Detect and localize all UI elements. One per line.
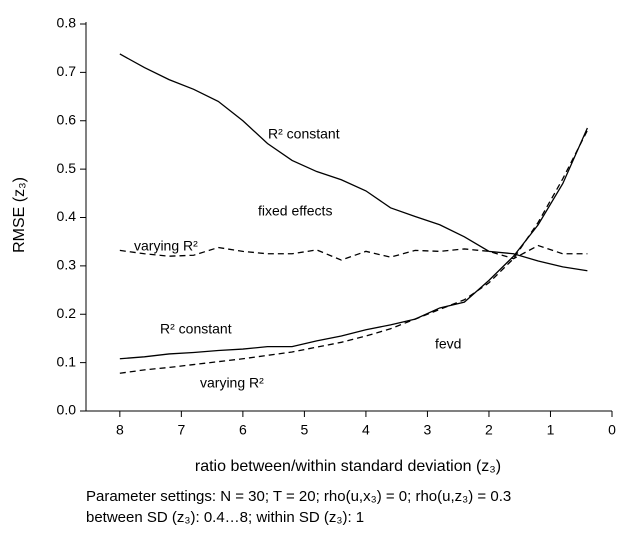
x-tick-label: 8 — [116, 422, 124, 438]
x-tick-label: 7 — [177, 422, 185, 438]
y-axis-label: RMSE (z₃) — [11, 177, 28, 253]
y-tick-label: 0.7 — [57, 63, 77, 79]
annotation: varying R² — [134, 238, 198, 254]
y-tick-label: 0.0 — [57, 402, 77, 418]
x-tick-label: 3 — [424, 422, 432, 438]
y-tick-label: 0.5 — [57, 160, 77, 176]
x-tick-label: 0 — [608, 422, 616, 438]
caption: Parameter settings: N = 30; T = 20; rho(… — [86, 488, 511, 505]
x-tick-label: 5 — [300, 422, 308, 438]
y-tick-label: 0.4 — [57, 208, 77, 224]
y-tick-label: 0.8 — [57, 15, 77, 31]
annotation: varying R² — [200, 375, 264, 391]
annotation: fixed effects — [258, 203, 332, 219]
line-series — [119, 53, 588, 272]
y-tick-label: 0.6 — [57, 111, 77, 127]
annotation: R² constant — [160, 321, 232, 337]
x-tick-label: 2 — [485, 422, 493, 438]
x-axis-label: ratio between/within standard deviation … — [195, 458, 501, 475]
y-tick-label: 0.1 — [57, 353, 77, 369]
y-tick-label: 0.2 — [57, 305, 77, 321]
annotation: R² constant — [268, 126, 340, 142]
y-tick-label: 0.3 — [57, 257, 77, 273]
x-tick-label: 4 — [362, 422, 370, 438]
annotation: fevd — [435, 336, 461, 352]
caption: between SD (z₃): 0.4…8; within SD (z₃): … — [86, 509, 364, 526]
line-series — [119, 130, 588, 374]
x-tick-label: 1 — [547, 422, 555, 438]
line-series — [119, 127, 588, 360]
x-tick-label: 6 — [239, 422, 247, 438]
